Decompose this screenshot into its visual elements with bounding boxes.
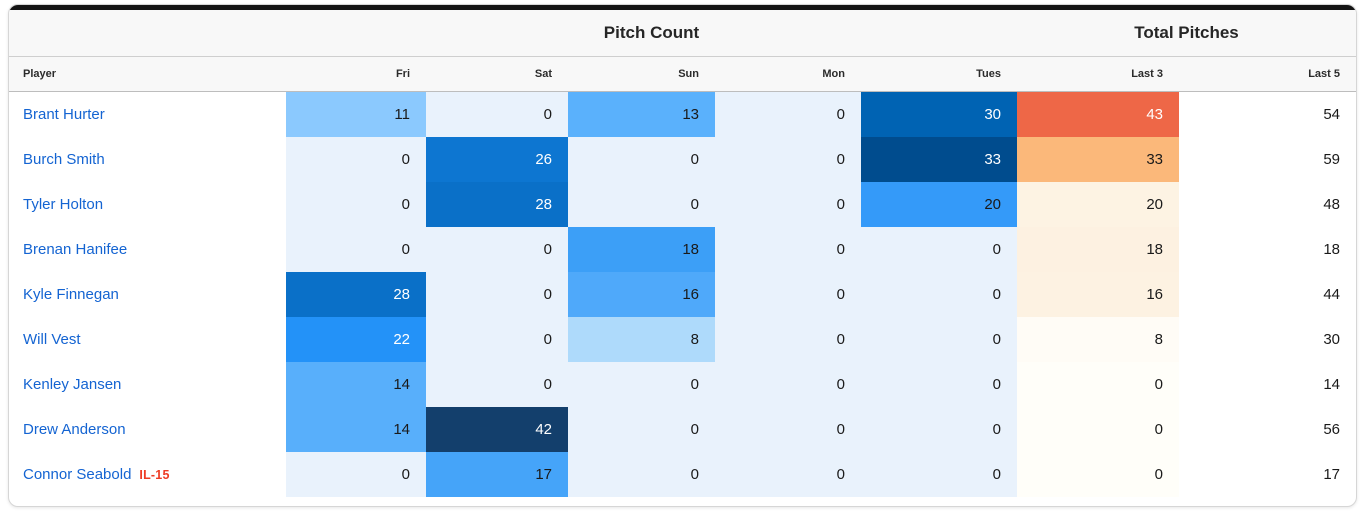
cell-tues: 30: [861, 92, 1017, 137]
cell-last5: 14: [1179, 362, 1356, 407]
cell-sat: 0: [426, 227, 568, 272]
cell-tues: 33: [861, 137, 1017, 182]
cell-sun: 18: [568, 227, 715, 272]
cell-tues: 0: [861, 227, 1017, 272]
cell-last3: 20: [1017, 182, 1179, 227]
cell-mon: 0: [715, 182, 861, 227]
group-header-spacer: [9, 10, 286, 57]
cell-last3: 8: [1017, 317, 1179, 362]
cell-fri: 0: [286, 182, 426, 227]
cell-sun: 0: [568, 137, 715, 182]
col-header-sun: Sun: [568, 57, 715, 92]
cell-sat: 0: [426, 362, 568, 407]
player-link[interactable]: Tyler Holton: [23, 196, 104, 213]
col-header-last5: Last 5: [1179, 57, 1356, 92]
cell-sun: 16: [568, 272, 715, 317]
cell-mon: 0: [715, 317, 861, 362]
player-cell: Kyle Finnegan: [9, 272, 286, 317]
cell-sun: 13: [568, 92, 715, 137]
cell-last5: 48: [1179, 182, 1356, 227]
cell-last3: 0: [1017, 407, 1179, 452]
player-link[interactable]: Kenley Jansen: [23, 376, 122, 393]
cell-mon: 0: [715, 227, 861, 272]
player-cell: Brant Hurter: [9, 92, 286, 137]
player-cell: Kenley Jansen: [9, 362, 286, 407]
cell-mon: 0: [715, 137, 861, 182]
cell-sun: 0: [568, 452, 715, 497]
cell-sat: 17: [426, 452, 568, 497]
col-header-last3: Last 3: [1017, 57, 1179, 92]
cell-fri: 22: [286, 317, 426, 362]
player-cell: Burch Smith: [9, 137, 286, 182]
cell-sat: 42: [426, 407, 568, 452]
player-link[interactable]: Connor Seabold: [23, 466, 132, 483]
cell-fri: 0: [286, 227, 426, 272]
player-cell: Tyler Holton: [9, 182, 286, 227]
cell-fri: 28: [286, 272, 426, 317]
cell-tues: 0: [861, 362, 1017, 407]
col-header-tues: Tues: [861, 57, 1017, 92]
cell-fri: 14: [286, 362, 426, 407]
cell-sun: 0: [568, 407, 715, 452]
cell-last3: 18: [1017, 227, 1179, 272]
col-header-mon: Mon: [715, 57, 861, 92]
pitch-count-card: Pitch Count Total Pitches Player Fri Sat…: [8, 4, 1357, 507]
cell-mon: 0: [715, 452, 861, 497]
cell-tues: 20: [861, 182, 1017, 227]
cell-last5: 44: [1179, 272, 1356, 317]
cell-mon: 0: [715, 362, 861, 407]
cell-mon: 0: [715, 407, 861, 452]
cell-sat: 0: [426, 317, 568, 362]
cell-mon: 0: [715, 92, 861, 137]
cell-sat: 28: [426, 182, 568, 227]
cell-sat: 0: [426, 272, 568, 317]
cell-tues: 0: [861, 407, 1017, 452]
player-cell: Brenan Hanifee: [9, 227, 286, 272]
card-top-accent: [9, 5, 1356, 10]
group-header-total-pitches: Total Pitches: [1017, 10, 1356, 57]
player-link[interactable]: Brant Hurter: [23, 106, 105, 123]
col-header-fri: Fri: [286, 57, 426, 92]
cell-last5: 17: [1179, 452, 1356, 497]
cell-fri: 11: [286, 92, 426, 137]
cell-last5: 56: [1179, 407, 1356, 452]
cell-tues: 0: [861, 272, 1017, 317]
player-cell: Drew Anderson: [9, 407, 286, 452]
cell-sun: 8: [568, 317, 715, 362]
cell-fri: 14: [286, 407, 426, 452]
cell-last3: 0: [1017, 452, 1179, 497]
group-header-pitch-count: Pitch Count: [286, 10, 1017, 57]
cell-fri: 0: [286, 452, 426, 497]
player-link[interactable]: Kyle Finnegan: [23, 286, 119, 303]
player-link[interactable]: Burch Smith: [23, 151, 105, 168]
cell-last5: 30: [1179, 317, 1356, 362]
cell-sat: 0: [426, 92, 568, 137]
cell-sat: 26: [426, 137, 568, 182]
cell-last5: 18: [1179, 227, 1356, 272]
cell-last5: 54: [1179, 92, 1356, 137]
cell-sun: 0: [568, 362, 715, 407]
player-cell: Will Vest: [9, 317, 286, 362]
status-badge-il15: IL-15: [139, 467, 170, 482]
cell-fri: 0: [286, 137, 426, 182]
table-grid: Pitch Count Total Pitches Player Fri Sat…: [9, 10, 1356, 497]
cell-mon: 0: [715, 272, 861, 317]
cell-tues: 0: [861, 452, 1017, 497]
cell-last3: 0: [1017, 362, 1179, 407]
cell-tues: 0: [861, 317, 1017, 362]
player-link[interactable]: Brenan Hanifee: [23, 241, 128, 258]
col-header-sat: Sat: [426, 57, 568, 92]
player-link[interactable]: Drew Anderson: [23, 421, 126, 438]
cell-last3: 33: [1017, 137, 1179, 182]
cell-last5: 59: [1179, 137, 1356, 182]
cell-last3: 43: [1017, 92, 1179, 137]
player-link[interactable]: Will Vest: [23, 331, 81, 348]
col-header-player: Player: [9, 57, 286, 92]
cell-sun: 0: [568, 182, 715, 227]
player-cell: Connor Seabold IL-15: [9, 452, 286, 497]
cell-last3: 16: [1017, 272, 1179, 317]
